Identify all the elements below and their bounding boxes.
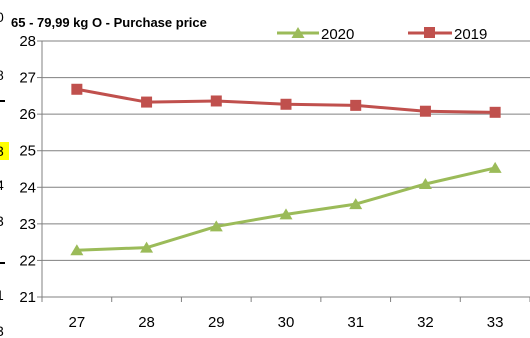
series-2020-point-31 xyxy=(349,198,363,210)
y-tick-label-25: 25 xyxy=(19,143,36,160)
legend: 2020 2019 xyxy=(277,26,487,43)
x-tick-label-29: 29 xyxy=(208,314,225,331)
tick-labels: 21 22 23 24 25 26 27 28 27 28 29 30 31 32 33 xyxy=(19,33,503,331)
chart-title: 65 - 79,99 kg O - Purchase price xyxy=(11,15,207,30)
x-tick-label-31: 31 xyxy=(347,314,364,331)
series-2019-point-29 xyxy=(210,95,222,107)
series-2020-point-30 xyxy=(279,208,293,220)
y-tick-label-23: 23 xyxy=(19,216,36,233)
series-2020 xyxy=(70,161,502,256)
gridlines xyxy=(42,40,530,261)
x-tick-label-33: 33 xyxy=(487,314,504,331)
legend-2019-marker xyxy=(424,27,435,38)
y-tick-label-28: 28 xyxy=(19,33,36,50)
series-2019-point-32 xyxy=(419,105,431,117)
series-2019-point-28 xyxy=(141,96,153,108)
series-2020-point-28 xyxy=(140,241,154,253)
x-tick-label-28: 28 xyxy=(138,314,155,331)
axes xyxy=(37,40,530,302)
data-series xyxy=(70,83,502,256)
series-2019-point-33 xyxy=(489,106,501,118)
y-tick-label-24: 24 xyxy=(19,179,36,196)
x-tick-label-30: 30 xyxy=(278,314,295,331)
series-2019-point-31 xyxy=(350,99,362,111)
y-tick-label-26: 26 xyxy=(19,106,36,123)
svg-text:4: 4 xyxy=(0,177,4,193)
legend-2020-marker xyxy=(291,27,305,38)
svg-text:8: 8 xyxy=(0,67,4,83)
legend-2020-label: 2020 xyxy=(321,26,354,43)
svg-text:3: 3 xyxy=(0,323,4,338)
svg-text:3: 3 xyxy=(0,143,4,159)
clipped-left-fragments: 0 8 3 4 3 1 3 xyxy=(0,9,9,338)
legend-2019-label: 2019 xyxy=(454,26,487,43)
svg-text:1: 1 xyxy=(0,287,4,303)
svg-text:0: 0 xyxy=(0,9,4,25)
x-tick-label-27: 27 xyxy=(69,314,86,331)
series-2019-point-30 xyxy=(280,98,292,110)
series-2020-point-33 xyxy=(488,161,502,173)
svg-text:3: 3 xyxy=(0,213,4,229)
series-2020-point-29 xyxy=(209,220,223,232)
series-2020-point-32 xyxy=(418,177,432,189)
y-tick-label-22: 22 xyxy=(19,252,36,269)
y-tick-label-27: 27 xyxy=(19,70,36,87)
series-2019 xyxy=(71,83,501,118)
series-2020-point-27 xyxy=(70,244,84,256)
y-tick-label-21: 21 xyxy=(19,289,36,306)
series-2019-point-27 xyxy=(71,83,83,95)
x-tick-label-32: 32 xyxy=(417,314,434,331)
